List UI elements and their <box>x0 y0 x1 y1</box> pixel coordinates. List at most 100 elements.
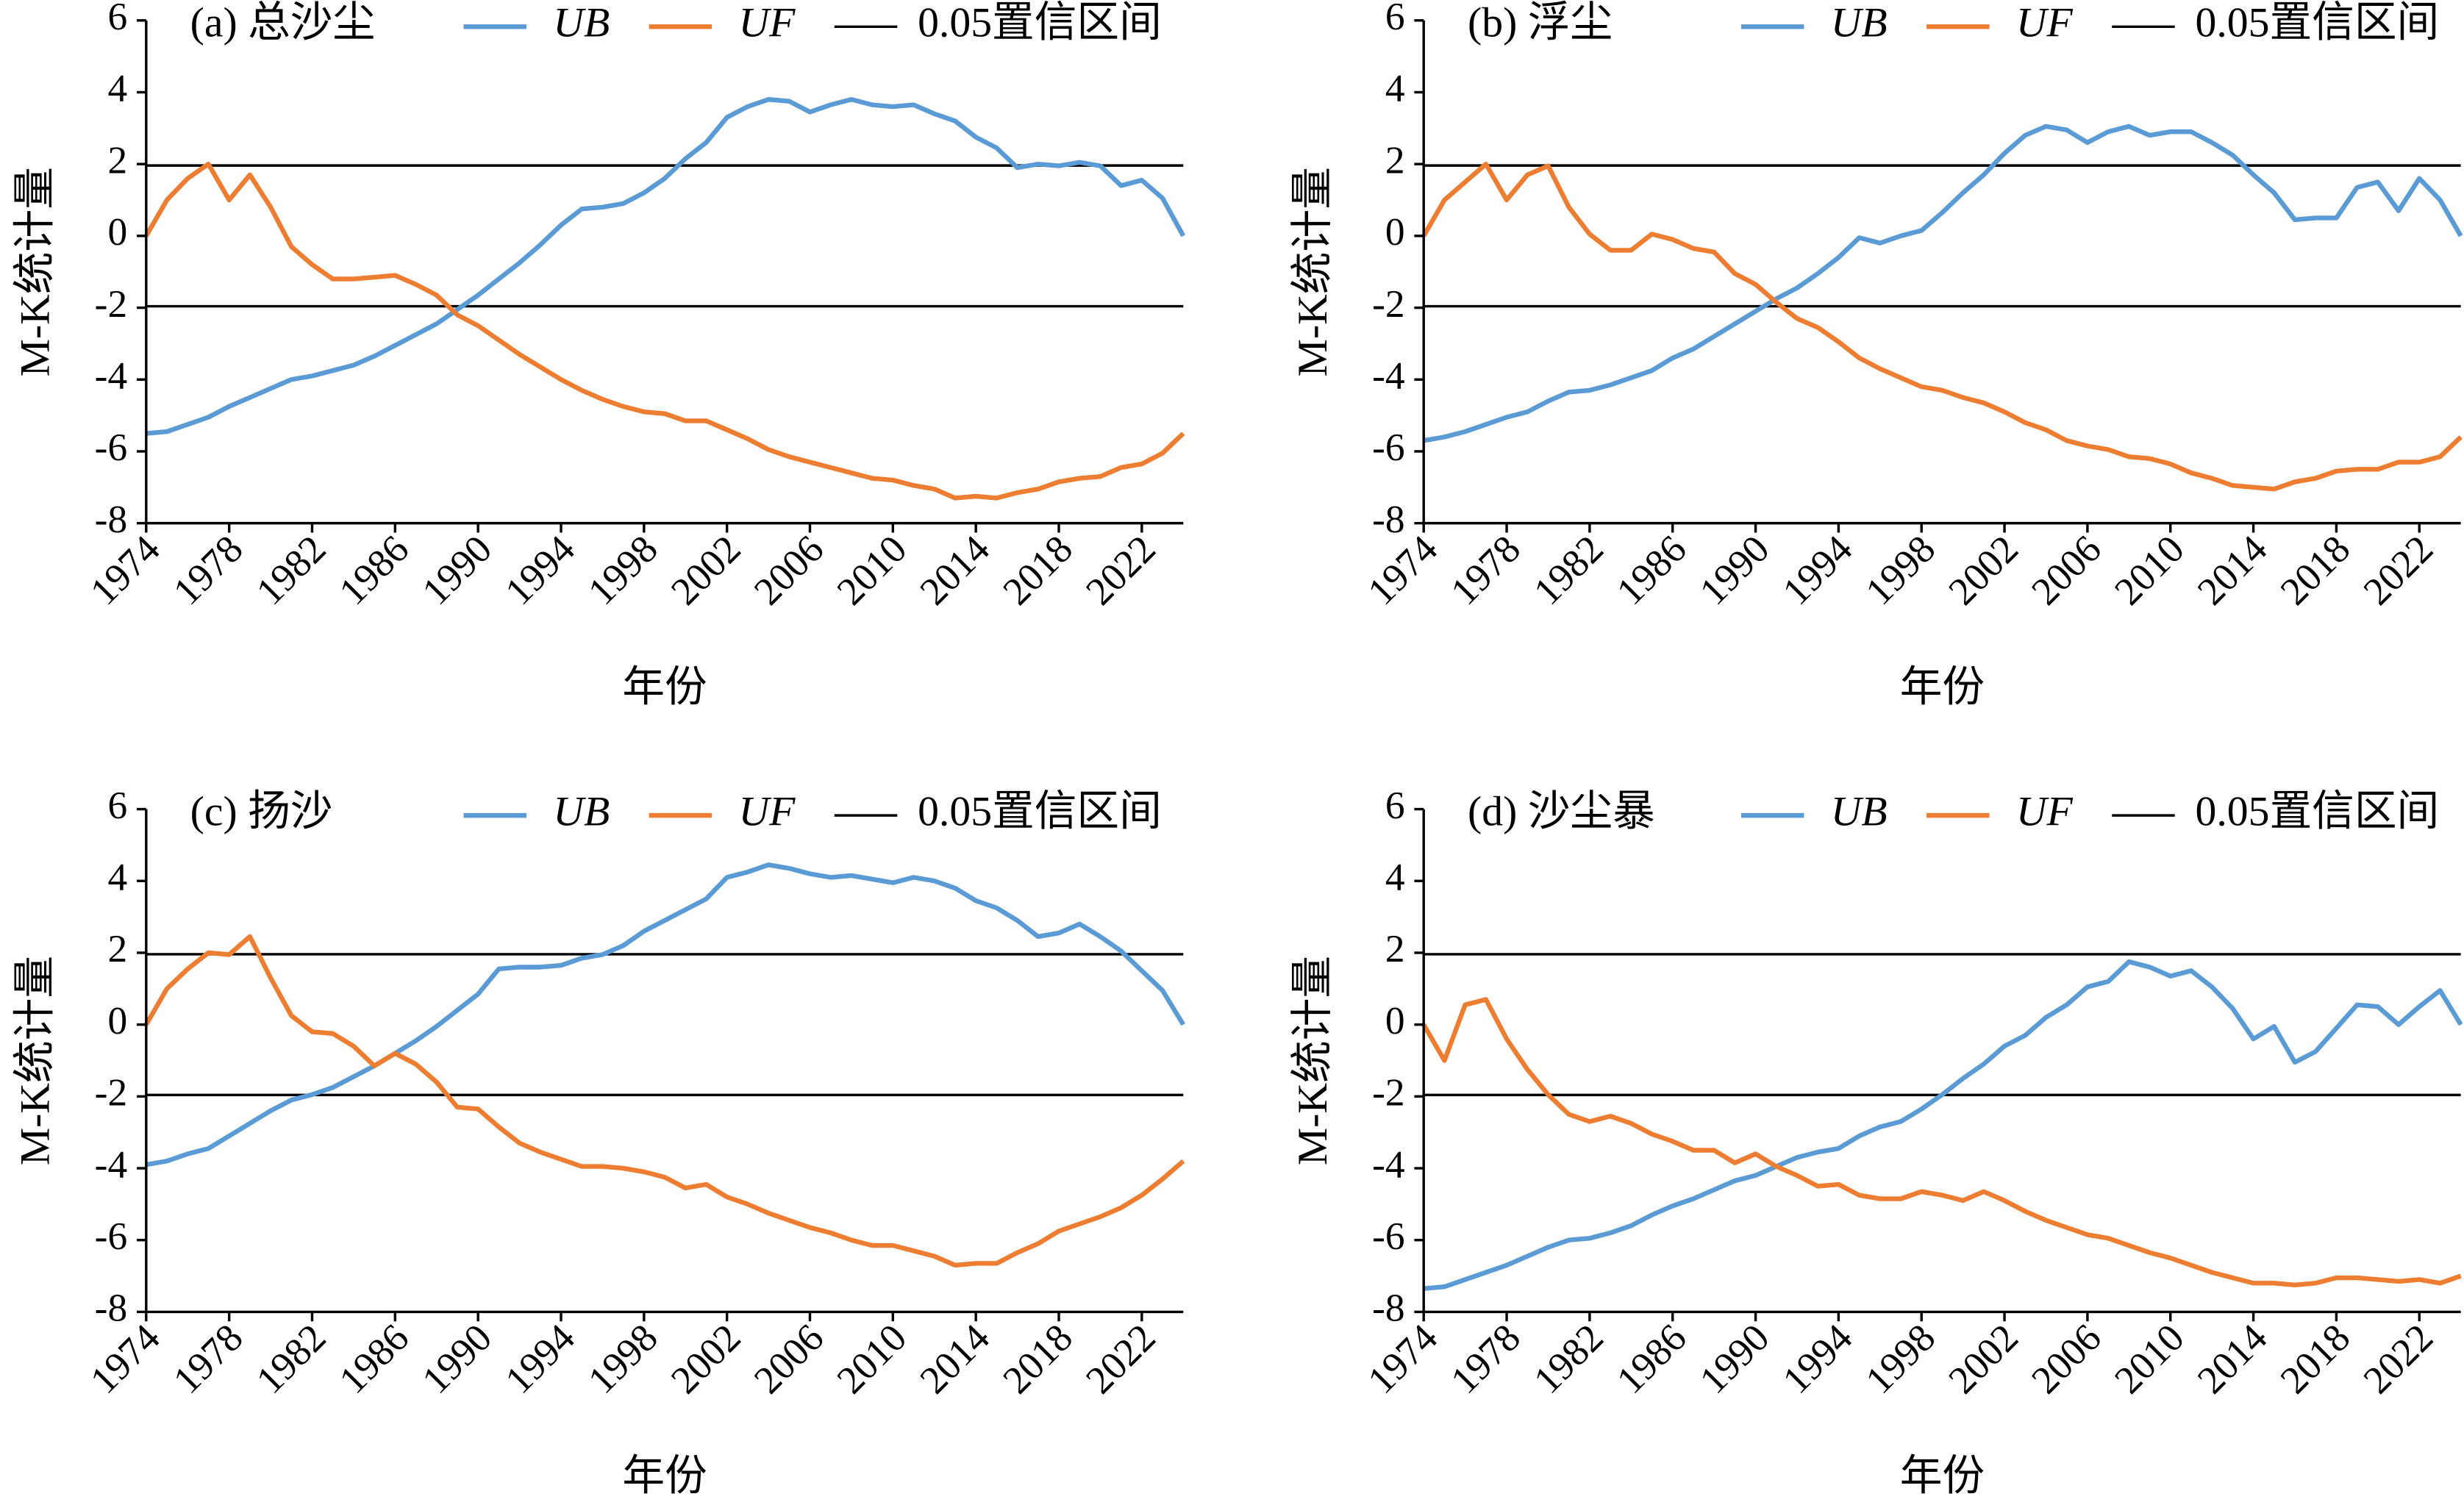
x-tick-label: 1986 <box>1608 526 1695 613</box>
legend-label: UF <box>738 788 796 834</box>
x-tick-label: 2002 <box>663 526 749 613</box>
x-tick-label: 1998 <box>1857 1315 1943 1402</box>
legend-label: 0.05置信区间 <box>2195 0 2439 46</box>
x-tick-label: 1982 <box>248 526 335 613</box>
y-tick-label: 6 <box>1385 0 1405 38</box>
y-axis-label: M-K统计量 <box>1290 167 1336 376</box>
x-tick-label: 2002 <box>1940 526 2026 613</box>
x-tick-label: 1978 <box>165 1315 251 1402</box>
x-tick-label: 1978 <box>1442 526 1529 613</box>
y-axis-label: M-K统计量 <box>1290 956 1336 1165</box>
y-tick-label: 0 <box>1385 998 1405 1043</box>
x-tick-label: 1990 <box>1691 1315 1778 1402</box>
x-tick-label: 2022 <box>1077 526 1164 613</box>
x-tick-label: 1994 <box>1774 526 1860 613</box>
y-tick-label: 6 <box>107 0 127 38</box>
y-axis-label: M-K统计量 <box>13 956 59 1165</box>
series-line <box>1423 124 2463 443</box>
y-tick-label: -2 <box>95 282 128 326</box>
x-tick-label: 2014 <box>2189 1315 2276 1402</box>
panel-title: (c) 扬沙 <box>190 788 333 834</box>
legend-label: 0.05置信区间 <box>2195 788 2439 834</box>
y-tick-label: 0 <box>1385 210 1405 254</box>
x-tick-label: 1998 <box>1857 526 1943 613</box>
y-tick-label: -6 <box>95 1214 128 1258</box>
legend-label: UF <box>2016 788 2074 834</box>
legend-label: UB <box>1831 0 1888 46</box>
y-tick-label: -4 <box>95 354 128 398</box>
y-tick-label: 6 <box>107 783 127 827</box>
series-line <box>1421 997 2462 1287</box>
y-tick-label: 2 <box>1385 137 1405 182</box>
y-tick-label: 0 <box>107 210 127 254</box>
series-line <box>144 934 1185 1268</box>
x-tick-label: 1982 <box>1525 1315 1612 1402</box>
x-tick-label: 2010 <box>2106 1315 2193 1402</box>
legend-label: 0.05置信区间 <box>918 788 1162 834</box>
y-tick-label: -2 <box>95 1070 128 1115</box>
y-tick-label: -2 <box>1372 1070 1405 1115</box>
y-tick-label: 4 <box>107 66 127 110</box>
series-line <box>146 97 1186 436</box>
x-tick-label: 2018 <box>2271 526 2358 613</box>
panel-title: (a) 总沙尘 <box>190 0 376 46</box>
y-tick-label: -6 <box>95 425 128 469</box>
x-tick-label: 1990 <box>413 1315 500 1402</box>
x-tick-label: 1982 <box>248 1315 335 1402</box>
legend-label: UF <box>2016 0 2074 46</box>
x-tick-label: 1986 <box>1608 1315 1695 1402</box>
x-tick-label: 1998 <box>579 1315 666 1402</box>
legend-label: 0.05置信区间 <box>918 0 1162 46</box>
x-tick-label: 1986 <box>330 1315 417 1402</box>
panel-title: (b) 浮尘 <box>1468 0 1613 46</box>
x-tick-label: 2014 <box>911 1315 998 1402</box>
y-tick-label: -8 <box>95 1286 128 1330</box>
x-tick-label: 2010 <box>828 1315 915 1402</box>
series-line <box>1421 161 2463 492</box>
y-tick-label: 4 <box>1385 66 1405 110</box>
x-tick-label: 2002 <box>1940 1315 2026 1402</box>
x-axis-label: 年份 <box>1900 665 1985 711</box>
x-axis-label: 年份 <box>622 665 707 711</box>
legend-label: UB <box>553 0 610 46</box>
y-tick-label: 2 <box>107 926 127 970</box>
y-tick-label: -4 <box>95 1142 128 1186</box>
x-tick-label: 2022 <box>1077 1315 1164 1402</box>
series-line <box>144 161 1185 501</box>
y-axis-label: M-K统计量 <box>13 167 59 376</box>
x-tick-label: 1990 <box>1691 526 1778 613</box>
x-tick-label: 2018 <box>994 526 1081 613</box>
x-tick-label: 1982 <box>1525 526 1612 613</box>
y-tick-label: -8 <box>1372 1286 1405 1330</box>
x-tick-label: 2022 <box>2354 1315 2441 1402</box>
x-tick-label: 2010 <box>2106 526 2193 613</box>
x-tick-label: 1998 <box>579 526 666 613</box>
x-tick-label: 1994 <box>496 1315 583 1402</box>
y-tick-label: 6 <box>1385 783 1405 827</box>
x-tick-label: 2002 <box>663 1315 749 1402</box>
legend-label: UB <box>553 788 610 834</box>
y-tick-label: 2 <box>107 137 127 182</box>
y-tick-label: -6 <box>1372 425 1405 469</box>
x-axis-label: 年份 <box>622 1453 707 1499</box>
x-tick-label: 2014 <box>2189 526 2276 613</box>
x-tick-label: 1978 <box>1442 1315 1529 1402</box>
legend-label: UF <box>738 0 796 46</box>
series-line <box>146 862 1185 1167</box>
x-tick-label: 1994 <box>1774 1315 1860 1402</box>
y-tick-label: -6 <box>1372 1214 1405 1258</box>
x-tick-label: 2006 <box>746 1315 832 1402</box>
y-tick-label: 0 <box>107 998 127 1043</box>
y-tick-label: 4 <box>1385 855 1405 899</box>
legend-label: UB <box>1831 788 1888 834</box>
x-axis-label: 年份 <box>1900 1453 1985 1499</box>
y-tick-label: -4 <box>1372 354 1405 398</box>
x-tick-label: 2014 <box>911 526 998 613</box>
x-tick-label: 2018 <box>994 1315 1081 1402</box>
x-tick-label: 2018 <box>2271 1315 2358 1402</box>
y-tick-label: -2 <box>1372 282 1405 326</box>
x-tick-label: 2010 <box>828 526 915 613</box>
panel-title: (d) 沙尘暴 <box>1468 788 1655 834</box>
